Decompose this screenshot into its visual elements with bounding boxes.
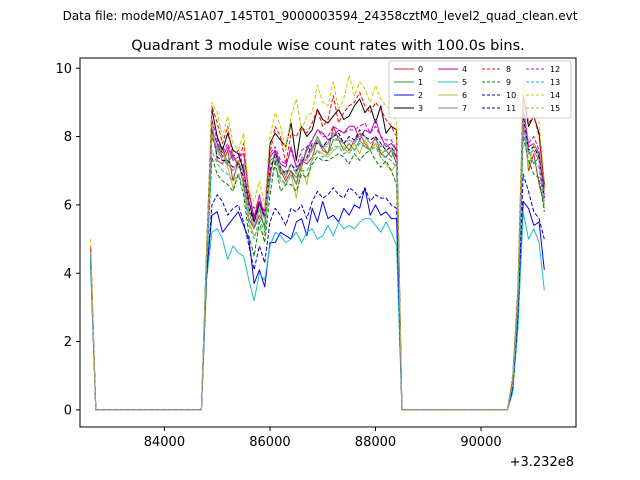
legend-label-6: 6 (462, 91, 467, 100)
legend-label-12: 12 (550, 65, 560, 74)
legend-label-7: 7 (462, 104, 467, 113)
x-tick-label: 90000 (460, 435, 501, 450)
legend-box (388, 60, 572, 119)
y-axis-ticks: 0 2 4 6 8 10 (55, 62, 80, 418)
y-tick-label: 6 (64, 198, 72, 213)
series-line-8 (90, 91, 545, 411)
axes-frame (79, 57, 577, 428)
y-tick-label: 8 (64, 130, 72, 145)
series-line-10 (90, 173, 545, 411)
series-group (90, 74, 545, 411)
x-tick-label: 86000 (249, 435, 290, 450)
legend-label-5: 5 (462, 78, 467, 87)
y-tick-label: 0 (64, 403, 72, 418)
x-tick-label: 84000 (144, 435, 185, 450)
series-line-11 (90, 115, 545, 411)
chart-title: Quadrant 3 module wise count rates with … (131, 38, 525, 54)
legend-label-14: 14 (550, 91, 560, 100)
legend-label-9: 9 (506, 78, 511, 87)
legend-label-1: 1 (418, 78, 423, 87)
legend-label-15: 15 (550, 104, 560, 113)
legend-label-11: 11 (506, 104, 516, 113)
y-tick-label: 4 (64, 267, 72, 282)
legend-label-13: 13 (550, 78, 560, 87)
y-tick-label: 10 (55, 62, 72, 77)
legend-label-8: 8 (506, 65, 511, 74)
x-offset-label: +3.232e8 (510, 455, 574, 470)
legend-label-4: 4 (462, 65, 467, 74)
chart-suptitle: Data file: modeM0/AS1A07_145T01_90000035… (63, 9, 578, 23)
legend-label-3: 3 (418, 104, 423, 113)
legend-label-0: 0 (418, 65, 423, 74)
x-axis-ticks: 84000 86000 88000 90000 (144, 427, 502, 450)
x-tick-label: 88000 (355, 435, 396, 450)
legend-label-2: 2 (418, 91, 423, 100)
legend-label-10: 10 (506, 91, 516, 100)
series-line-15 (90, 119, 545, 411)
y-tick-label: 2 (64, 335, 72, 350)
